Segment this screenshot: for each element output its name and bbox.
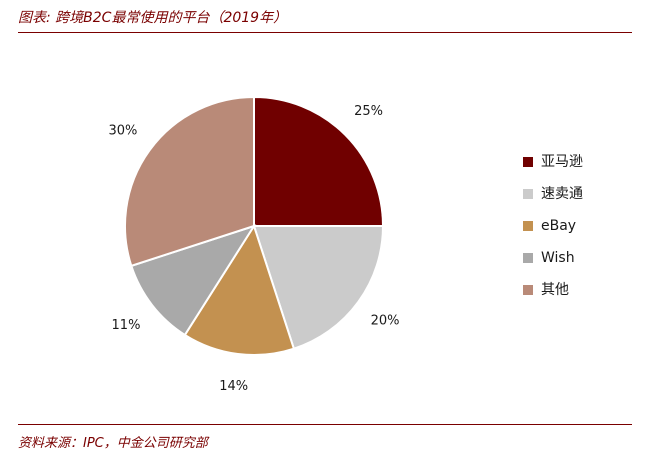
- slice-percent-label: 25%: [354, 104, 383, 119]
- slice-percent-label: 20%: [371, 314, 400, 329]
- legend-swatch: [523, 157, 533, 167]
- legend-swatch: [523, 189, 533, 199]
- slice-percent-label: 30%: [108, 123, 137, 138]
- pie-slice-1: [253, 95, 385, 227]
- legend-swatch: [523, 285, 533, 295]
- legend-label: 亚马逊: [541, 154, 583, 170]
- chart-title: 图表: 跨境B2C最常使用的平台（2019年）: [18, 10, 288, 26]
- legend-swatch: [523, 253, 533, 263]
- pie-slice-3: [183, 223, 296, 356]
- top-divider: [18, 32, 632, 33]
- legend-label: 其他: [541, 282, 569, 298]
- slice-percent-label: 11%: [112, 318, 141, 333]
- pie-slice-4: [130, 224, 257, 337]
- pie-slice-5: [124, 95, 255, 268]
- pie-slices: [124, 95, 385, 356]
- bottom-divider: [18, 424, 632, 425]
- legend-label: 速卖通: [541, 186, 583, 202]
- pie-slice-2: [252, 225, 385, 350]
- slice-percent-label: 14%: [219, 379, 248, 394]
- source-note: 资料来源：IPC，中金公司研究部: [18, 436, 208, 451]
- legend-swatch: [523, 221, 533, 231]
- legend-label: Wish: [541, 250, 575, 266]
- percent-labels: 25% 20% 14% 11% 30%: [108, 104, 399, 394]
- legend-label: eBay: [541, 218, 576, 234]
